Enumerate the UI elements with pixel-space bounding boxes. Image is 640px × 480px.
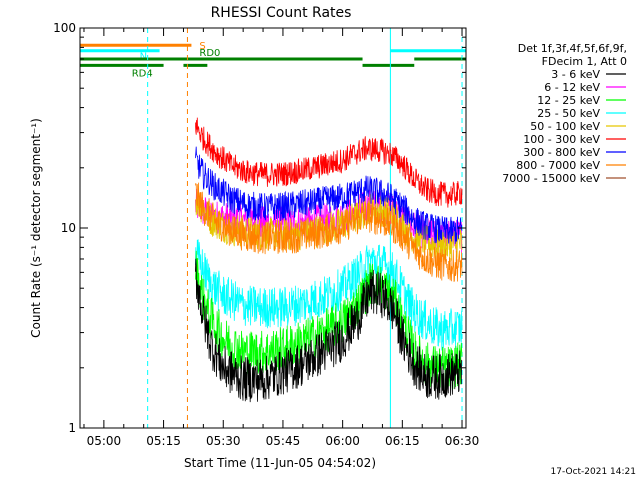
legend-label-2: 12 - 25 keV [537,94,600,107]
legend-label-4: 50 - 100 keV [530,120,600,133]
bar-label-rd0: RD0 [199,48,220,59]
timestamp: 17-Oct-2021 14:21 [551,467,636,477]
series-line-800-7000keV [195,182,463,282]
legend-header-line-1: Det 1f,3f,4f,5f,6f,9f, [518,42,627,55]
bar-label-s: S [199,41,205,52]
y-axis-ticks: 1 10 100 [53,21,466,435]
legend-label-5: 100 - 300 keV [523,133,600,146]
series-line-300-800keV [195,146,463,244]
series-line-100-300keV [195,117,463,208]
series-line-25-50keV [195,239,463,351]
legend-label-6: 300 - 800 keV [523,146,600,159]
legend-label-0: 3 - 6 keV [551,68,600,81]
legend-label-1: 6 - 12 keV [544,81,600,94]
x-tick-label-6: 06:30 [445,434,480,448]
legend-label-8: 7000 - 15000 keV [502,172,600,185]
x-tick-label-3: 05:45 [266,434,301,448]
x-tick-label-0: 05:00 [87,434,122,448]
x-tick-label-1: 05:15 [146,434,181,448]
bar-label-rd4: RD4 [132,68,153,79]
legend: Det 1f,3f,4f,5f,6f,9f, FDecim 1, Att 0 3… [502,42,627,185]
attenuator-bars: S N RD0 RD4 [80,41,466,79]
x-axis-ticks: 05:00 05:15 05:30 05:45 06:00 06:15 06:30 [83,28,480,448]
legend-header-line-2: FDecim 1, Att 0 [542,55,627,68]
y-tick-label-0: 1 [68,421,76,435]
y-tick-label-1: 10 [61,221,76,235]
series-line-3-6keV [195,258,463,403]
x-tick-label-5: 06:15 [385,434,420,448]
chart-title: RHESSI Count Rates [211,5,352,21]
bar-label-n: N [140,52,147,63]
x-tick-label-2: 05:30 [206,434,241,448]
legend-label-3: 25 - 50 keV [537,107,600,120]
series-lines [195,117,463,403]
y-axis-label: Count Rate (s⁻¹ detector segment⁻¹) [29,118,43,338]
legend-label-7: 800 - 7000 keV [516,159,600,172]
x-tick-label-4: 06:00 [325,434,360,448]
x-axis-label: Start Time (11-Jun-05 04:54:02) [184,456,376,470]
y-tick-label-2: 100 [53,21,76,35]
